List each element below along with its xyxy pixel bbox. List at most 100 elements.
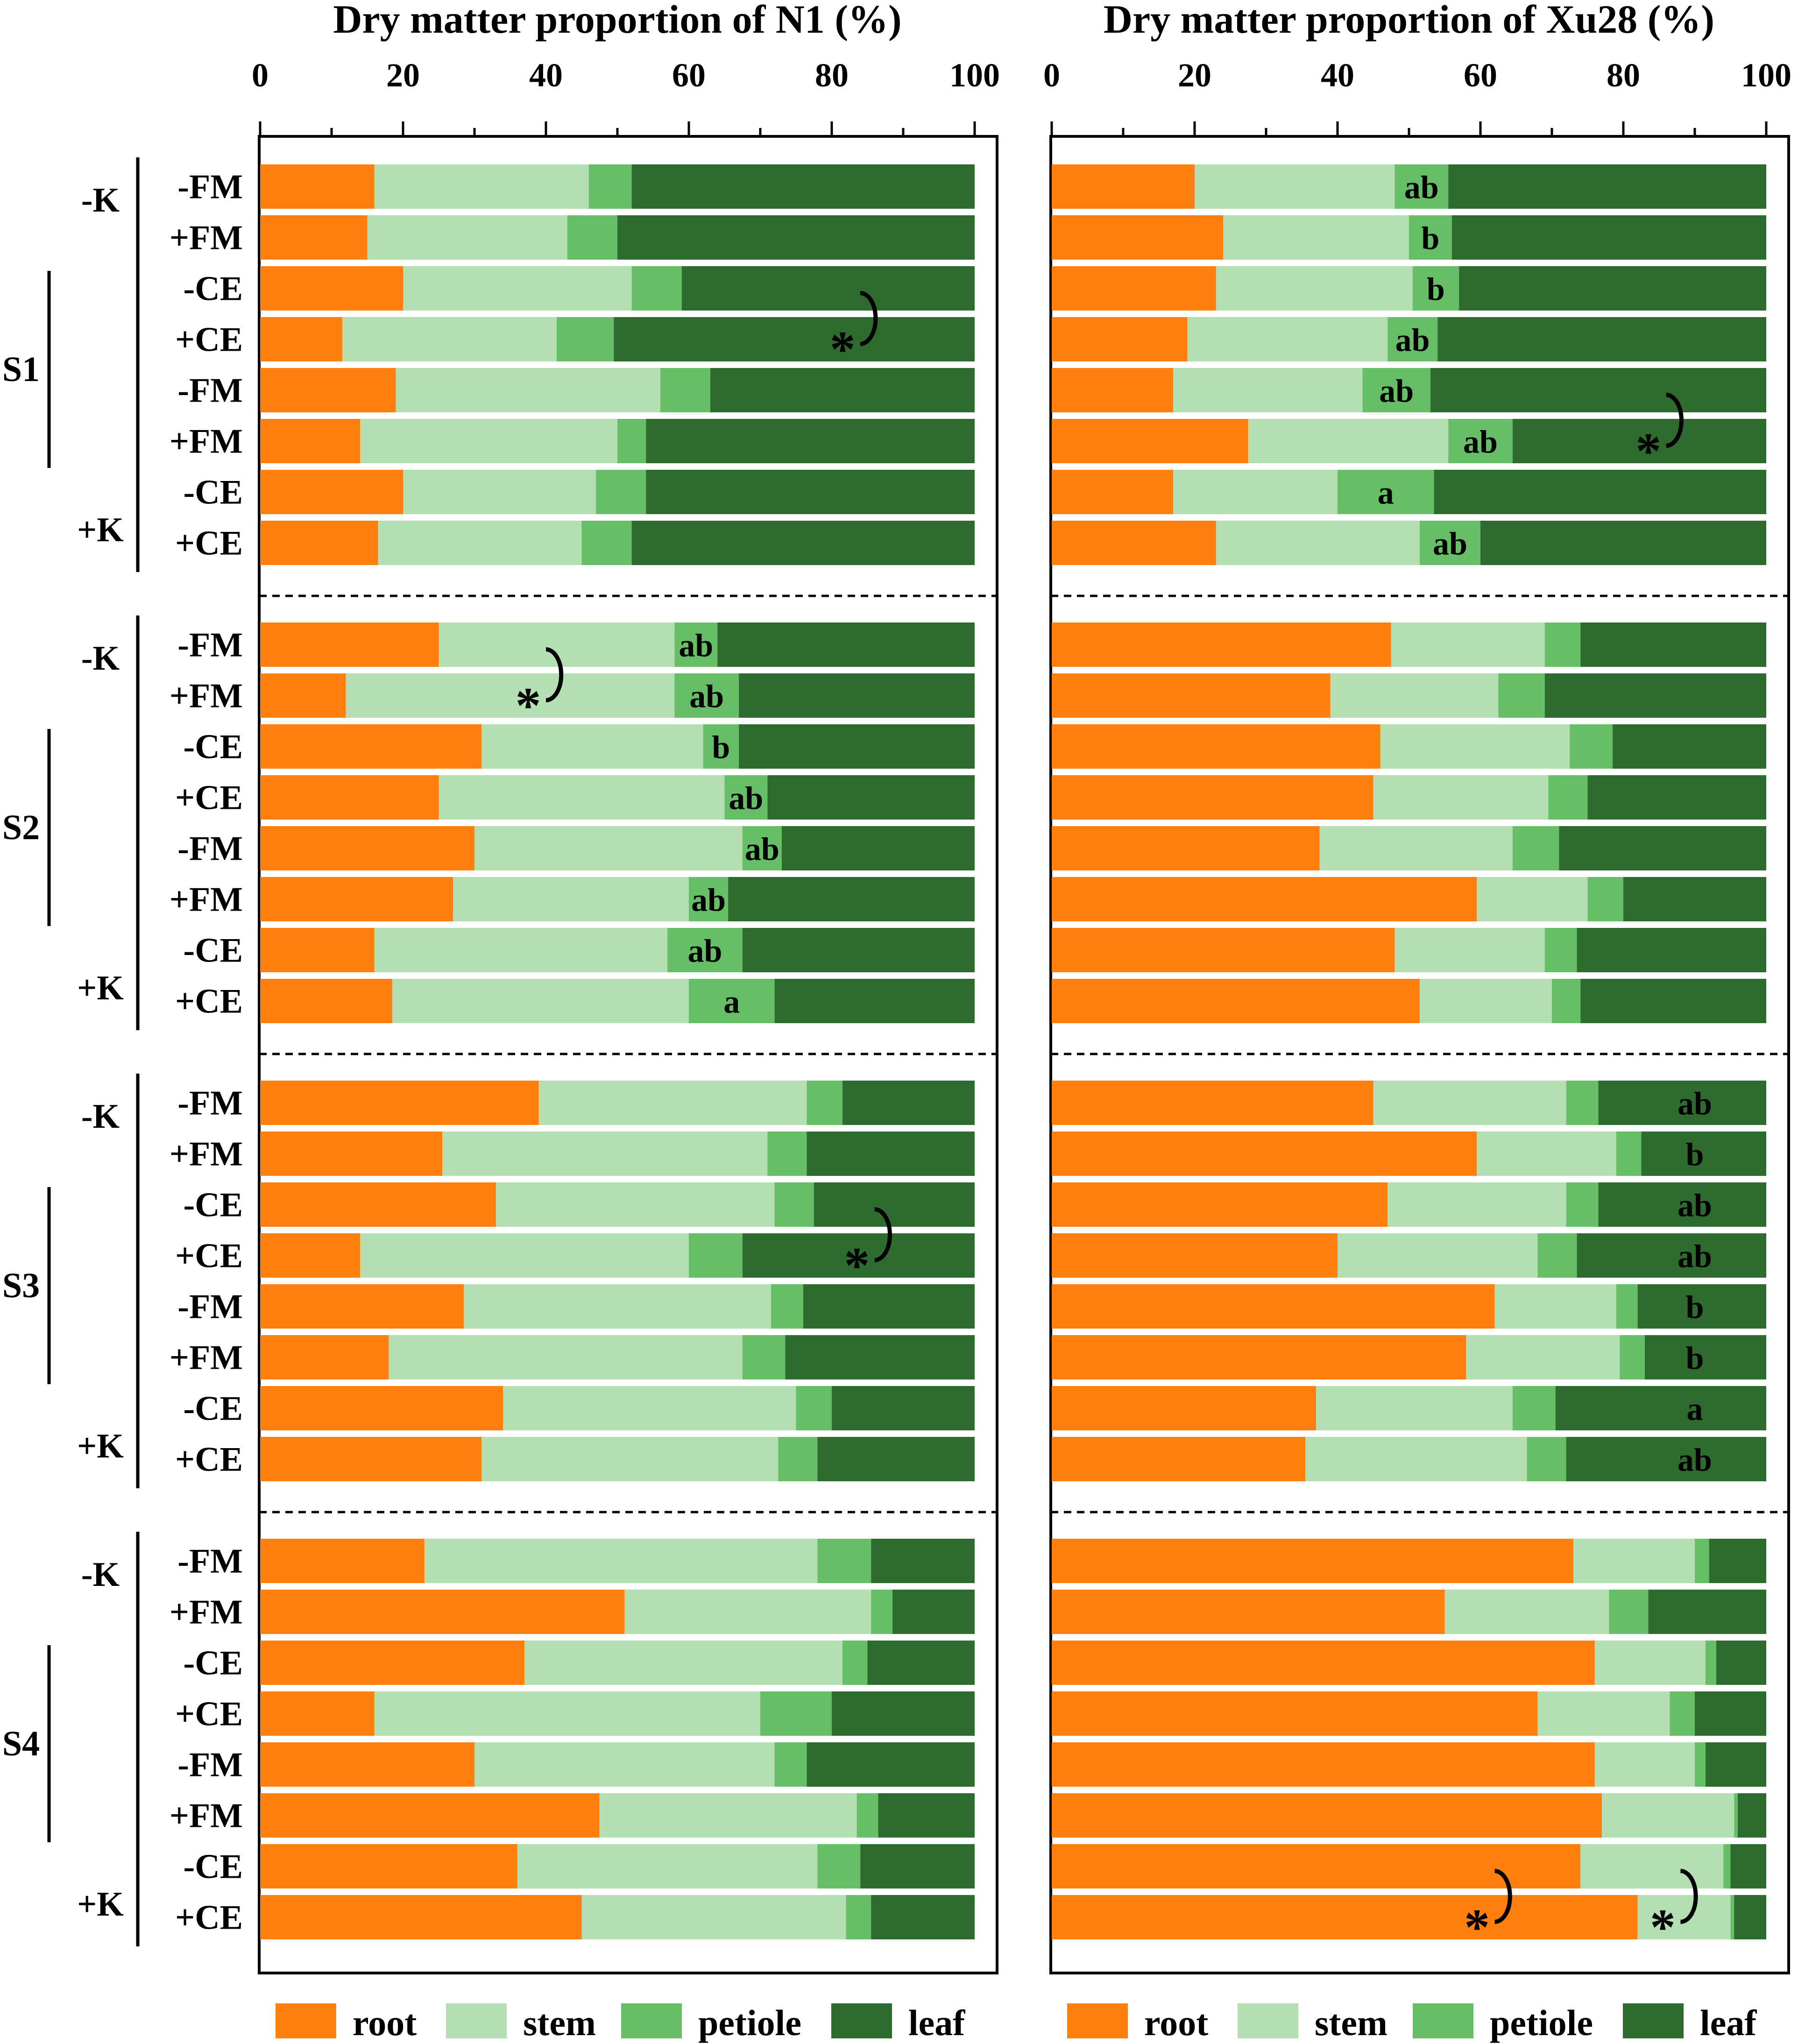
bar-segment-stem [403, 266, 632, 311]
row-label: -FM [177, 1746, 243, 1784]
bar-segment-root [1052, 419, 1248, 463]
bar-segment-petiole [817, 1539, 871, 1583]
bar-segment-petiole [1695, 1539, 1709, 1583]
bar-segment-leaf [892, 1590, 975, 1634]
bar-segment-root [1052, 1793, 1602, 1838]
significance-letter: ab [1678, 1239, 1712, 1275]
bar-segment-leaf [710, 368, 975, 412]
row-label: -FM [177, 626, 243, 665]
significance-letter: a [723, 984, 740, 1020]
bar-segment-stem [424, 1539, 818, 1583]
bar-segment-stem [1195, 164, 1395, 209]
bar-segment-leaf [728, 877, 975, 921]
bar-segment-petiole [1705, 1641, 1716, 1685]
bar-segment-petiole [1498, 673, 1545, 718]
bar-segment-root [260, 1132, 443, 1176]
significance-letter: b [1427, 272, 1445, 308]
bar-segment-root [260, 368, 396, 412]
significance-bracket [874, 1207, 892, 1262]
bar-segment-leaf [1623, 877, 1766, 921]
row-label: +CE [175, 524, 243, 563]
bar-segment-petiole [1409, 215, 1452, 260]
row-label: +FM [170, 1339, 243, 1377]
bar-segment-root [1052, 1233, 1338, 1278]
bar-segment-petiole [846, 1895, 871, 1939]
bar-segment-leaf [1598, 1081, 1766, 1125]
bar-segment-root [260, 826, 474, 870]
row-label: -CE [184, 270, 243, 308]
row-label: +CE [175, 1237, 243, 1275]
section-label: S2 [2, 808, 40, 847]
row-label: +FM [170, 1593, 243, 1632]
bar-segment-root [1052, 521, 1216, 565]
bar-segment-root [1052, 1691, 1538, 1736]
bar-segment-stem [1216, 521, 1420, 565]
bar-segment-leaf [1709, 1539, 1766, 1583]
bar-segment-root [1052, 1844, 1581, 1888]
legend-swatch-petiole [1413, 2003, 1473, 2038]
bar-segment-petiole [771, 1284, 803, 1329]
bar-segment-leaf [1559, 826, 1766, 870]
bar-segment-root [1052, 1182, 1388, 1227]
significance-letter: ab [691, 883, 726, 919]
significance-letter: ab [729, 781, 763, 817]
row-label: -FM [177, 372, 243, 410]
bar-segment-root [1052, 622, 1391, 667]
significance-asterisk: * [516, 677, 541, 734]
legend-label-stem: stem [1315, 2002, 1387, 2043]
bar-segment-leaf [814, 1182, 975, 1227]
legend-swatch-root [1067, 2003, 1128, 2038]
bar-segment-stem [439, 775, 725, 820]
bar-segment-leaf [742, 1233, 975, 1278]
bar-segment-stem [1319, 826, 1513, 870]
group-label: +K [77, 1885, 124, 1924]
bar-segment-petiole [1387, 317, 1438, 361]
bar-segment-leaf [1730, 1844, 1766, 1888]
significance-letter: ab [1379, 374, 1414, 410]
row-label: -FM [177, 168, 243, 206]
bar-segment-root [260, 1182, 496, 1227]
bar-segment-stem [396, 368, 660, 412]
bar-segment-root [260, 1539, 425, 1583]
legend-swatch-leaf [831, 2003, 892, 2038]
significance-letter: b [712, 730, 730, 766]
bar-segment-petiole [1419, 521, 1480, 565]
bar-segment-stem [1216, 266, 1413, 311]
bar-segment-stem [1338, 1233, 1538, 1278]
bar-segment-stem [1330, 673, 1499, 718]
bar-segment-root [260, 928, 375, 972]
bar-segment-stem [1602, 1793, 1734, 1838]
bar-segment-leaf [1695, 1691, 1766, 1736]
bar-segment-leaf [1716, 1641, 1766, 1685]
bar-segment-root [260, 1437, 482, 1481]
bar-segment-stem [1373, 1081, 1566, 1125]
bar-segment-leaf [807, 1742, 975, 1787]
x-tick-label: 40 [529, 57, 563, 94]
bar-segment-petiole [760, 1691, 832, 1736]
bar-segment-leaf [1430, 368, 1766, 412]
bar-segment-petiole [1512, 826, 1559, 870]
bar-segment-root [260, 1742, 474, 1787]
bar-segment-leaf [614, 317, 975, 361]
bar-segment-leaf [803, 1284, 975, 1329]
row-label: +CE [175, 321, 243, 359]
panel-xu28: Dry matter proportion of Xu28 (%) 0 20 40 60… [1043, 0, 1791, 2043]
bar-segment-petiole [674, 673, 739, 718]
bar-segment-leaf [1577, 1233, 1766, 1278]
bar-segment-stem [360, 1233, 689, 1278]
legend-label-leaf: leaf [908, 2002, 965, 2043]
bar-segment-petiole [1338, 470, 1434, 514]
section-labels-s4: -FM +FM -CE +CE -FM +FM -CE +CE -K +K S4 [2, 1532, 243, 1946]
bar-segment-petiole [581, 521, 632, 565]
bar-segment-stem [1494, 1284, 1616, 1329]
bar-segment-stem [517, 1844, 818, 1888]
bar-segment-leaf [1580, 622, 1766, 667]
bar-segment-stem [392, 979, 689, 1023]
legend-swatch-leaf [1623, 2003, 1684, 2038]
bar-segment-root [260, 470, 403, 514]
significance-letter: ab [1404, 170, 1439, 206]
bar-segment-leaf [832, 1386, 975, 1430]
bar-segment-root [1052, 979, 1420, 1023]
bar-segment-root [260, 266, 403, 311]
